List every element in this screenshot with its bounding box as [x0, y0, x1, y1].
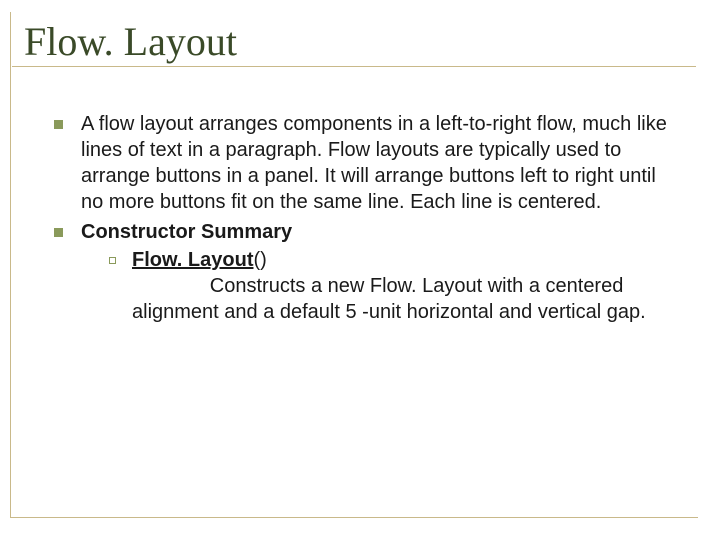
slide-border: [10, 12, 698, 518]
title-region: Flow. Layout: [18, 18, 692, 65]
title-underline: [12, 66, 696, 67]
slide-title: Flow. Layout: [18, 18, 692, 65]
